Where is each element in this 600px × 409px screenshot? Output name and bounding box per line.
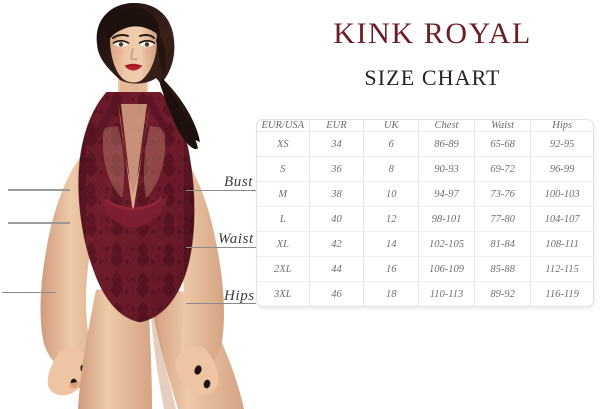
cell-uk: 14 xyxy=(363,231,420,258)
cell-waist: 85-88 xyxy=(474,256,532,283)
cell-size: 2XL xyxy=(257,256,310,283)
cell-size: M xyxy=(257,181,310,208)
cell-chest: 102-105 xyxy=(418,231,475,258)
table-row: M 38 10 94-97 73-76 100-103 xyxy=(257,181,593,208)
cell-hips: 96-99 xyxy=(530,156,593,183)
table-header-row: EUR/USA EUR UK Chest Waist Hips xyxy=(257,120,593,132)
hips-callout-label: Hips xyxy=(224,288,255,304)
cell-size: L xyxy=(257,206,310,233)
column-header-chest: Chest xyxy=(418,120,475,132)
table-row: S 36 8 90-93 69-72 96-99 xyxy=(257,156,593,183)
cell-hips: 116-119 xyxy=(545,288,579,300)
cell-hips: 112-115 xyxy=(530,256,593,283)
cell-chest: 106-109 xyxy=(418,256,475,283)
cell-eur: 42 xyxy=(309,231,365,258)
cell-chest: 98-101 xyxy=(418,206,475,233)
size-table-card: EUR/USA EUR UK Chest Waist Hips XS 34 6 … xyxy=(256,119,594,307)
cell-waist: 81-84 xyxy=(474,231,532,258)
table-row: L 40 12 98-101 77-80 104-107 xyxy=(257,206,593,233)
hips-callout-line-right xyxy=(186,303,256,304)
brand-title: KINK ROYAL xyxy=(333,17,532,50)
model-photo xyxy=(0,0,265,409)
table-row: XL 42 14 102-105 81-84 108-111 xyxy=(257,231,593,258)
cell-uk: 18 xyxy=(363,281,420,306)
waist-callout-label: Waist xyxy=(218,231,254,247)
size-table: EUR/USA EUR UK Chest Waist Hips XS 34 6 … xyxy=(257,120,593,306)
cell-uk: 10 xyxy=(363,181,420,208)
cell-hips: 108-111 xyxy=(530,231,593,258)
table-row: 2XL 44 16 106-109 85-88 112-115 xyxy=(257,256,593,283)
table-row: XS 34 6 86-89 65-68 92-95 xyxy=(257,131,593,158)
cell-size: 3XL xyxy=(257,281,310,306)
waist-callout-line-left xyxy=(8,222,70,224)
hips-callout-line-left xyxy=(2,292,56,293)
cell-size: XS xyxy=(257,131,310,158)
column-header-eur-usa: EUR/USA xyxy=(257,120,310,132)
cell-hips: 92-95 xyxy=(530,131,593,158)
cell-chest: 90-93 xyxy=(418,156,475,183)
bust-callout-label: Bust xyxy=(224,174,254,190)
cell-hips: 100-103 xyxy=(530,181,593,208)
cell-waist: 89-92 xyxy=(474,281,532,306)
chart-title: SIZE CHART xyxy=(364,65,501,90)
cell-waist: 69-72 xyxy=(474,156,532,183)
waist-callout-line-right xyxy=(186,247,256,248)
cell-chest: 110-113 xyxy=(418,281,475,306)
cell-uk: 6 xyxy=(363,131,420,158)
cell-eur: 36 xyxy=(309,156,365,183)
table-row: 3XL 46 18 110-113 89-92 116-119 xyxy=(257,281,593,306)
cell-waist: 73-76 xyxy=(474,181,532,208)
cell-hips: 104-107 xyxy=(530,206,593,233)
cell-size: XL xyxy=(257,231,310,258)
cell-chest: 94-97 xyxy=(418,181,475,208)
bust-callout-line-left xyxy=(8,189,70,191)
cell-eur: 34 xyxy=(309,131,365,158)
column-header-eur: EUR xyxy=(309,120,365,132)
cell-eur: 38 xyxy=(309,181,365,208)
column-header-waist: Waist xyxy=(474,120,532,132)
bust-callout-line-right xyxy=(186,190,256,191)
cell-eur: 46 xyxy=(309,281,365,306)
cell-waist: 77-80 xyxy=(474,206,532,233)
cell-uk: 12 xyxy=(363,206,420,233)
cell-uk: 8 xyxy=(363,156,420,183)
cell-uk: 16 xyxy=(363,256,420,283)
cell-chest: 86-89 xyxy=(418,131,475,158)
cell-eur: 44 xyxy=(309,256,365,283)
column-header-uk: UK xyxy=(363,120,420,132)
cell-size: S xyxy=(257,156,310,183)
cell-eur: 40 xyxy=(309,206,365,233)
cell-waist: 65-68 xyxy=(474,131,532,158)
column-header-hips: Hips xyxy=(530,120,593,132)
